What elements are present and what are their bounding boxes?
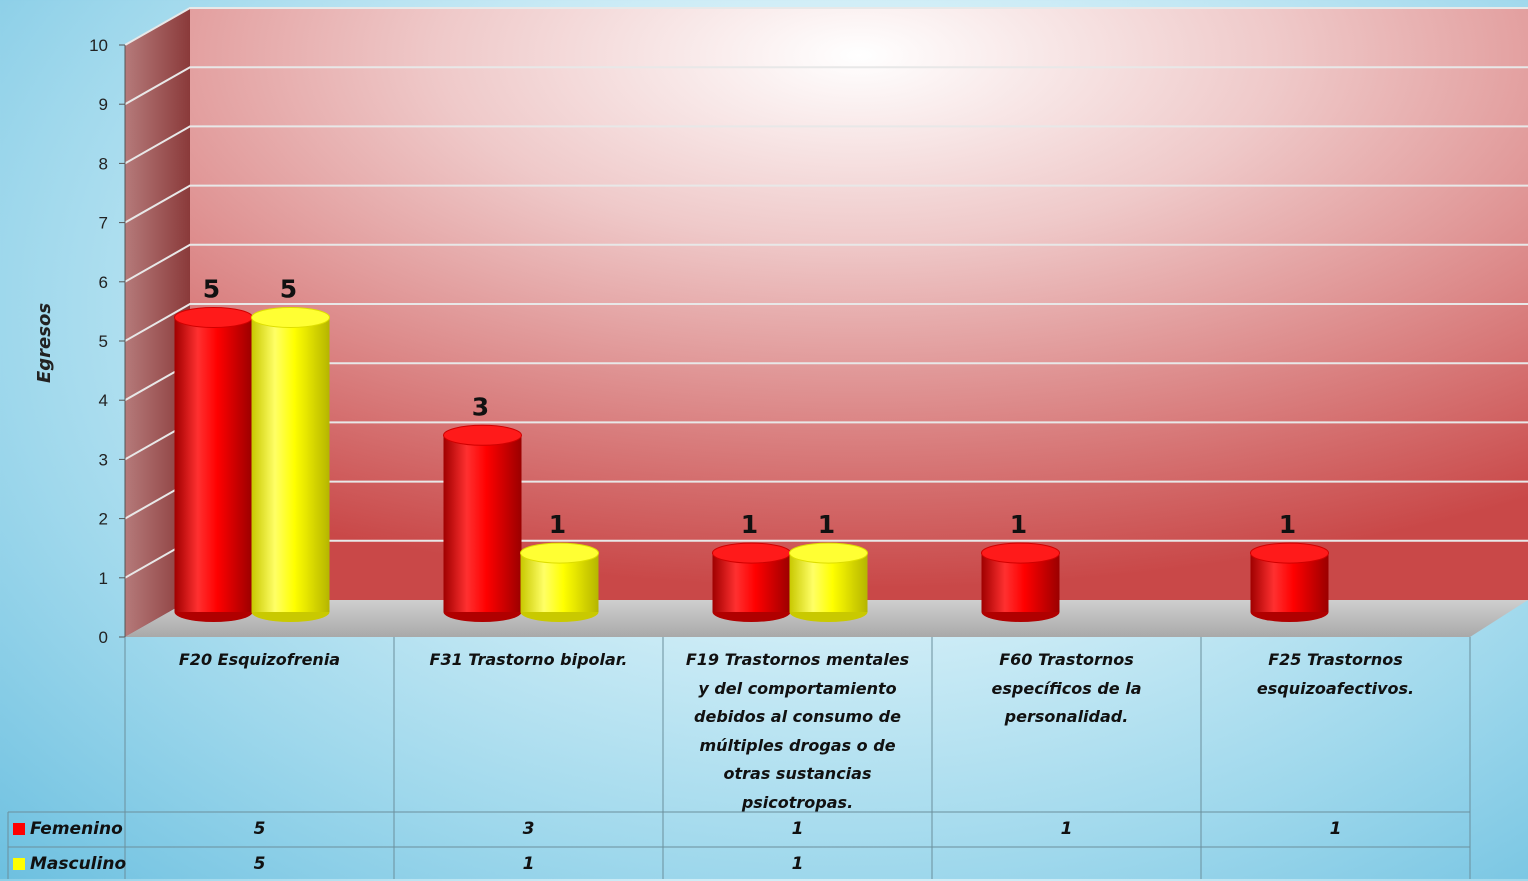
table-cell-masculino-5 [1201,847,1470,881]
bar-body [251,317,330,612]
gridline [124,7,1528,46]
y-tick-label: 7 [99,214,108,233]
category-label-3: F19 Trastornos mentales y del comportamie… [663,646,932,817]
y-tick-label: 4 [99,391,108,410]
category-label-line: F31 Trastorno bipolar. [429,650,628,669]
table-cell-femenino-4: 1 [1060,819,1073,839]
gridline [124,243,1528,283]
bar-masculino-3 [789,542,868,622]
y-tick-label: 2 [99,510,108,529]
table-cell-femenino-5: 1 [1329,819,1342,839]
data-label-masculino-2: 1 [549,510,566,539]
category-label-line: personalidad. [1004,707,1129,726]
bar-top [981,542,1060,564]
legend-femenino: Femenino [8,812,123,846]
category-label-line: esquizoafectivos. [1256,678,1415,698]
table-cell-femenino-3: 1 [791,819,804,839]
data-label-femenino-3: 1 [741,510,758,539]
bar-femenino-2 [443,424,522,622]
bar-femenino-3 [712,542,791,622]
gridline [124,184,1528,224]
bar-body [443,435,522,612]
gridline [124,125,1528,165]
bar-body [174,317,253,612]
table-cell-femenino-1: 5 [253,819,266,839]
y-tick-label: 9 [99,95,108,114]
data-label-femenino-2: 3 [472,392,489,421]
legend-masculino: Masculino [8,847,126,881]
category-label-2: F31 Trastorno bipolar. [394,646,663,675]
data-label-femenino-4: 1 [1010,510,1027,539]
category-label-line: debidos al consumo de [694,707,901,726]
table-cell-femenino-2: 3 [522,819,535,839]
category-label-line: otras sustancias [723,764,872,783]
y-tick-label: 5 [99,332,108,351]
y-tick-label: 1 [99,569,108,588]
bar-top [520,542,599,564]
category-label-line: específicos de la [991,678,1142,698]
table-cell-masculino-1: 5 [253,854,266,874]
table-cell-masculino-3: 1 [791,854,804,874]
y-tick-label: 10 [89,36,108,55]
bar-femenino-4 [981,542,1060,622]
category-label-line: psicotropas. [741,792,854,812]
legend-swatch-femenino [13,823,25,835]
category-label-line: F60 Trastornos [999,650,1134,669]
category-label-line: y del comportamiento [698,678,897,698]
data-label-femenino-5: 1 [1279,510,1296,539]
category-label-1: F20 Esquizofrenia [125,646,394,675]
data-label-femenino-1: 5 [203,274,220,303]
bar-femenino-5 [1250,542,1329,622]
y-tick-label: 3 [99,450,108,469]
y-tick-label: 0 [99,628,108,647]
bar-top [712,542,791,564]
bar-top [789,542,868,564]
gridline [124,66,1528,106]
category-label-5: F25 Trastornos esquizoafectivos. [1201,646,1470,703]
y-axis-label: Egresos [34,303,55,383]
bar-top [443,424,522,446]
category-label-line: F19 Trastornos mentales [685,650,910,669]
table-cell-masculino-4 [932,847,1201,881]
legend-label-femenino: Femenino [30,819,123,839]
bar-top [1250,542,1329,564]
y-tick-label: 8 [99,154,108,173]
legend-label-masculino: Masculino [30,854,127,874]
category-label-line: múltiples drogas o de [699,735,896,755]
bar-top [174,306,253,328]
category-label-line: F25 Trastornos [1268,650,1403,669]
gridline [124,303,1528,342]
y-tick-label: 6 [99,273,108,292]
category-label-line: F20 Esquizofrenia [178,650,341,669]
bar-masculino-2 [520,542,599,622]
legend-swatch-masculino [13,858,25,870]
bar-top [251,306,330,328]
data-label-masculino-3: 1 [818,510,835,539]
data-label-masculino-1: 5 [280,274,297,303]
category-label-4: F60 Trastornos específicos de la personali… [932,646,1201,732]
bar-masculino-1 [251,306,330,622]
bar-femenino-1 [174,306,253,622]
table-cell-masculino-2: 1 [522,854,535,874]
